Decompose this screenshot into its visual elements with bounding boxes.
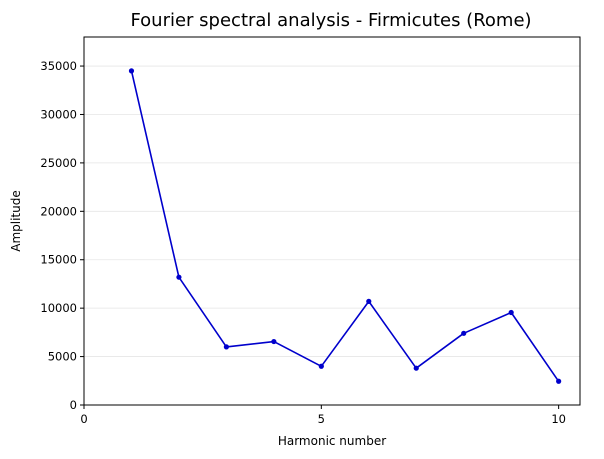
y-tick-label: 25000 [40,156,77,170]
data-point [223,344,229,350]
data-point [318,363,324,369]
data-point [413,365,419,371]
data-point [461,330,467,336]
data-point [508,309,514,316]
data-point [556,378,562,384]
data-point [128,68,135,74]
series-line [130,70,560,382]
y-tick-label: 10000 [40,301,77,315]
x-tick-label: 0 [80,412,87,426]
y-tick-label: 0 [70,398,77,412]
y-tick-label: 20000 [40,204,77,218]
x-tick-label: 10 [551,412,566,426]
series-layer [128,68,562,384]
data-point [271,338,277,345]
y-tick-label: 30000 [40,107,77,121]
y-tick-label: 5000 [48,350,77,364]
data-point [176,274,182,280]
axis-ticks: 0 5000 10000 15000 20000 25000 30000 35000 0 5 10 [40,59,566,426]
x-tick-label: 5 [318,412,325,426]
data-point [366,298,372,304]
y-axis-label: Amplitude [9,190,23,252]
chart-title: Fourier spectral analysis - Firmicutes (… [130,10,531,31]
plot-area [83,36,581,406]
y-tick-label: 15000 [40,253,77,267]
grid-lines [84,65,580,357]
x-axis-label: Harmonic number [278,434,386,448]
y-tick-label: 35000 [40,59,77,73]
